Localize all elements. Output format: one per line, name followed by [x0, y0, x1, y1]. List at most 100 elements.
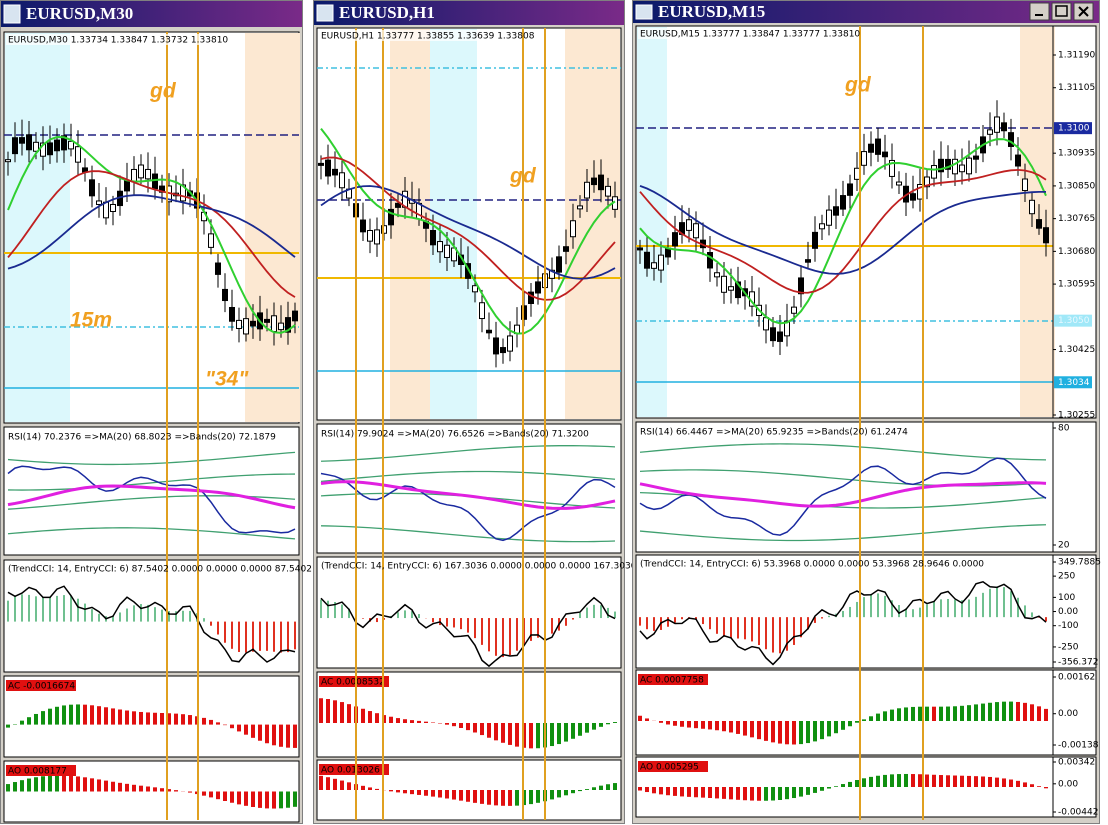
- candle-body: [826, 209, 832, 226]
- candle-body: [644, 251, 650, 269]
- title-bar: [633, 1, 1099, 23]
- ma-slow: [639, 185, 1047, 275]
- header-bg: [6, 34, 206, 45]
- title-bar: [314, 1, 624, 25]
- candle-body: [110, 203, 116, 212]
- rsi-band: [639, 524, 1047, 542]
- rsi-ma: [639, 481, 1047, 508]
- candle-body: [924, 176, 930, 188]
- candle-body: [707, 252, 713, 269]
- candle-body: [103, 201, 109, 219]
- candle-body: [728, 286, 734, 291]
- annotation: 15m: [70, 309, 112, 332]
- osc-label: AC -0.0016674: [8, 682, 75, 692]
- ma-fast: [7, 135, 296, 334]
- osc-label: AO 0.008177: [8, 767, 67, 777]
- candle-body: [875, 138, 881, 155]
- axis-label: 1.30850: [1058, 181, 1095, 191]
- axis-label: -0.00442: [1058, 808, 1098, 818]
- axis-label: -100: [1058, 621, 1079, 631]
- cci-line: [7, 585, 296, 663]
- candle-body: [500, 347, 506, 354]
- osc-label-box: [6, 765, 76, 776]
- panel: [316, 671, 622, 758]
- candle-body: [938, 158, 944, 173]
- osc-label-box: [638, 761, 708, 772]
- ma-slow: [7, 194, 296, 270]
- axis-label: 0.00: [1058, 607, 1078, 617]
- candle-body: [472, 285, 478, 293]
- candle-body: [770, 327, 776, 342]
- candle-body: [68, 140, 74, 150]
- cci-line: [639, 580, 1047, 666]
- rsi-line: [639, 457, 1047, 536]
- candle-body: [889, 159, 895, 177]
- rsi-band: [7, 451, 296, 466]
- rsi-band: [7, 527, 296, 540]
- candle-body: [124, 180, 130, 192]
- osc-label: AO 0.013026: [321, 766, 380, 776]
- candle-body: [854, 167, 860, 180]
- session-band: [5, 33, 70, 422]
- candle-body: [637, 247, 643, 251]
- osc-label-box: [319, 676, 389, 687]
- axis-label: 0.00162: [1058, 673, 1095, 683]
- candle-body: [577, 205, 583, 210]
- axis-label: 1.31190: [1058, 51, 1095, 61]
- candle-body: [47, 142, 53, 156]
- candle-body: [33, 141, 39, 152]
- candle-body: [493, 337, 499, 355]
- candle-body: [388, 208, 394, 226]
- candle-body: [672, 232, 678, 247]
- chart-header: EURUSD,H1 1.33777 1.33855 1.33639 1.3380…: [321, 32, 535, 42]
- candle-body: [138, 164, 144, 179]
- panel: [316, 423, 622, 554]
- candle-body: [271, 315, 277, 333]
- window-title: EURUSD,M30: [26, 4, 133, 23]
- candle-body: [735, 281, 741, 299]
- candle-body: [416, 202, 422, 220]
- window-title: EURUSD,H1: [339, 3, 435, 22]
- ma-slow: [320, 185, 616, 280]
- candle-body: [777, 331, 783, 342]
- candle-body: [250, 320, 256, 327]
- price-mark: 1.3050: [1058, 316, 1090, 326]
- candle-body: [784, 320, 790, 337]
- candle-body: [952, 158, 958, 175]
- candle-body: [651, 262, 657, 269]
- osc-label-box: [6, 680, 76, 691]
- candle-body: [763, 317, 769, 331]
- cci-header: (TrendCCI: 14, EntryCCI: 6) 167.3036 0.0…: [321, 562, 682, 572]
- candle-body: [5, 159, 11, 163]
- price-mark-box: [1054, 314, 1092, 327]
- candle-body: [840, 195, 846, 210]
- cci-header: (TrendCCI: 14, EntryCCI: 6) 53.3968 0.00…: [640, 560, 984, 570]
- axis-label: 80: [1058, 424, 1070, 434]
- candle-body: [89, 179, 95, 197]
- candle-body: [528, 291, 534, 304]
- candle-body: [437, 241, 443, 253]
- panel: [316, 556, 622, 669]
- axis-label: 100: [1058, 593, 1075, 603]
- candle-body: [278, 322, 284, 331]
- ma-fast: [639, 138, 1047, 325]
- annotation: "34": [205, 368, 249, 391]
- rsi-band: [7, 473, 296, 491]
- candle-body: [75, 146, 81, 163]
- ma-fast: [320, 128, 616, 335]
- candle-body: [714, 272, 720, 278]
- candle-body: [570, 220, 576, 238]
- candle-body: [152, 173, 158, 190]
- axis-label: 349.7885: [1058, 558, 1101, 568]
- candle-body: [131, 168, 137, 183]
- candle-body: [96, 200, 102, 205]
- axis-label: 1.30765: [1058, 214, 1095, 224]
- candle-body: [966, 157, 972, 175]
- candle-body: [222, 288, 228, 302]
- ma-medium: [639, 169, 1047, 294]
- candle-body: [486, 329, 492, 334]
- cci-line: [320, 596, 616, 668]
- annotation: gd: [149, 80, 177, 103]
- candle-body: [1036, 219, 1042, 229]
